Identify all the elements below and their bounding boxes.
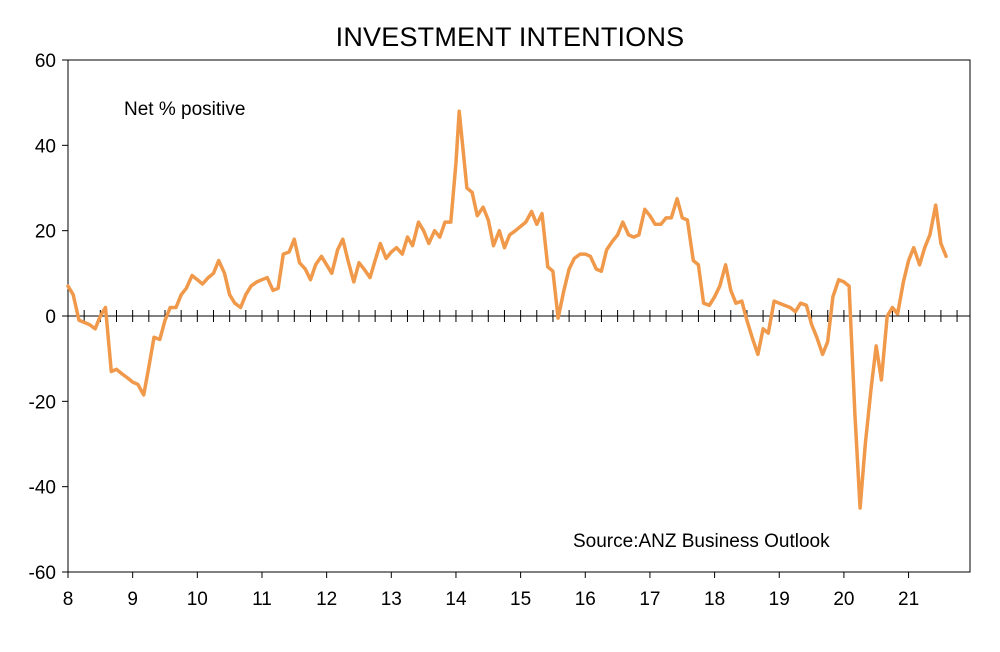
x-tick-label: 15 <box>510 589 531 610</box>
y-tick-label: -40 <box>29 478 56 499</box>
chart-title: INVESTMENT INTENTIONS <box>335 22 685 52</box>
y-axis: 60 40 20 0 -20 -40 -60 <box>29 51 970 584</box>
y-tick-label: 40 <box>35 136 56 157</box>
y-tick-label: 60 <box>35 51 56 72</box>
series-layer <box>66 109 948 510</box>
x-tick-label: 12 <box>316 589 337 610</box>
y-axis-label: Net % positive <box>124 99 245 120</box>
x-tick-label: 19 <box>769 589 790 610</box>
y-tick-label: -60 <box>29 563 56 584</box>
source-note: Source:ANZ Business Outlook <box>573 531 830 552</box>
investment-intentions-line <box>66 109 948 510</box>
x-tick-label: 17 <box>639 589 660 610</box>
x-tick-label: 9 <box>127 589 138 610</box>
x-tick-label: 10 <box>187 589 208 610</box>
y-tick-label: 20 <box>35 222 56 243</box>
x-tick-label: 8 <box>63 589 74 610</box>
x-tick-label: 21 <box>898 589 919 610</box>
y-tick-label: -20 <box>29 392 56 413</box>
x-axis: 8 9 10 11 12 13 14 15 16 17 18 19 20 21 <box>63 572 919 610</box>
x-tick-label: 11 <box>252 589 272 610</box>
x-tick-label: 13 <box>381 589 402 610</box>
x-tick-label: 18 <box>704 589 725 610</box>
y-tick-label: 0 <box>45 307 56 328</box>
x-tick-label: 20 <box>833 589 854 610</box>
x-tick-label: 14 <box>445 589 467 610</box>
x-tick-label: 16 <box>575 589 596 610</box>
